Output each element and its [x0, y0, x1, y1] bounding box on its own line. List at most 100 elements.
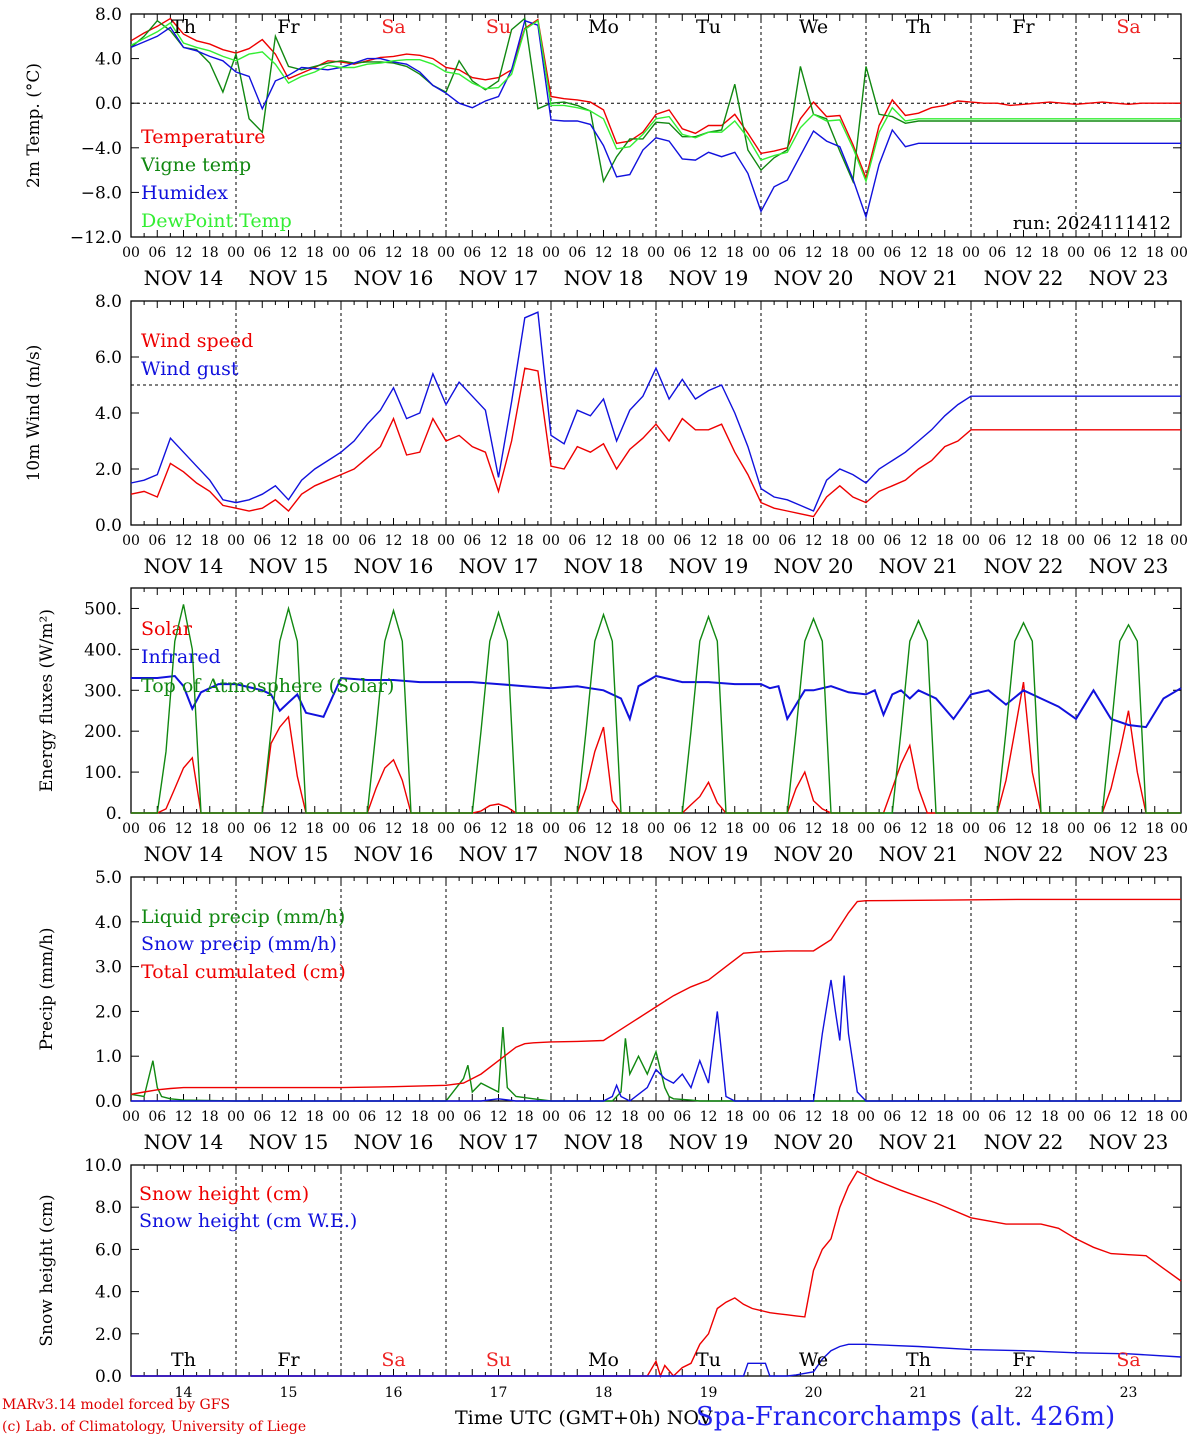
x-hour-label: 06 [778, 245, 796, 261]
y-tick-label: 0.0 [95, 516, 122, 536]
x-hour-label: 06 [883, 821, 901, 837]
y-tick-label: 0.0 [95, 1367, 122, 1387]
y-tick-label: 0. [106, 804, 122, 824]
x-hour-label: 00 [1170, 533, 1188, 549]
legend-entry: Vigne temp [140, 154, 251, 176]
x-hour-label: 18 [726, 821, 744, 837]
x-hour-label: 00 [1067, 1109, 1085, 1125]
x-hour-label: 06 [148, 245, 166, 261]
x-hour-label: 00 [1170, 245, 1188, 261]
y-tick-label: 2.0 [95, 1002, 122, 1022]
x-hour-label: 18 [201, 1109, 219, 1125]
day-name-label: Tu [696, 16, 721, 38]
x-hour-label: 00 [857, 1109, 875, 1125]
x-hour-label: 06 [463, 533, 481, 549]
x-hour-label: 12 [700, 245, 718, 261]
x-hour-label: 00 [1067, 245, 1085, 261]
x-hour-label: 00 [437, 1109, 455, 1125]
x-hour-label: 06 [253, 245, 271, 261]
x-hour-label: 06 [358, 1109, 376, 1125]
x-hour-label: 00 [227, 533, 245, 549]
y-tick-label: 0.0 [95, 94, 122, 114]
y-axis-label: Energy fluxes (W/m²) [37, 609, 57, 792]
x-hour-label: 06 [988, 533, 1006, 549]
x-hour-label: 00 [542, 245, 560, 261]
x-hour-label: 06 [568, 821, 586, 837]
x-hour-label: 00 [857, 245, 875, 261]
x-hour-label: 00 [437, 245, 455, 261]
x-hour-label: 00 [962, 1109, 980, 1125]
x-hour-label: 18 [1146, 533, 1164, 549]
x-hour-label: 18 [306, 1109, 324, 1125]
x-date-label: NOV 23 [1089, 266, 1169, 290]
x-hour-label: 18 [1041, 1109, 1059, 1125]
x-date-label: NOV 22 [984, 842, 1064, 866]
x-hour-label: 18 [516, 245, 534, 261]
x-hour-label: 12 [175, 533, 193, 549]
x-hour-label: 12 [385, 821, 403, 837]
legend-entry: Snow height (cm W.E.) [139, 1210, 357, 1232]
x-date-label: NOV 16 [354, 1130, 434, 1154]
x-hour-label: 00 [647, 821, 665, 837]
x-hour-label: 18 [1041, 245, 1059, 261]
x-hour-label: 00 [1170, 821, 1188, 837]
series-temperature [130, 17, 1181, 181]
x-hour-label: 00 [542, 533, 560, 549]
x-hour-label: 12 [175, 245, 193, 261]
legend-entry: Humidex [141, 182, 228, 204]
x-date-label: NOV 23 [1089, 1130, 1169, 1154]
x-hour-label: 06 [673, 245, 691, 261]
x-date-label: NOV 15 [249, 266, 329, 290]
x-hour-label: 00 [122, 1109, 140, 1125]
x-hour-label: 00 [542, 821, 560, 837]
x-day-number: 20 [805, 1385, 823, 1401]
series-vigne-temp [130, 17, 1181, 184]
x-hour-label: 18 [726, 245, 744, 261]
x-hour-label: 06 [568, 533, 586, 549]
x-hour-label: 00 [1170, 1109, 1188, 1125]
panel-2: 0.0 2.0 4.0 6.0 8.0 10m Wind (m/s) Wind speed W… [24, 292, 1188, 578]
x-hour-label: 00 [1067, 821, 1085, 837]
x-hour-label: 18 [621, 533, 639, 549]
x-date-label: NOV 16 [354, 266, 434, 290]
x-hour-label: 06 [1093, 1109, 1111, 1125]
x-hour-label: 00 [647, 533, 665, 549]
y-tick-label: 300. [84, 681, 122, 701]
day-name-label: Mo [588, 1349, 619, 1371]
x-hour-label: 12 [805, 245, 823, 261]
x-hour-label: 18 [936, 821, 954, 837]
x-hour-label: 06 [883, 1109, 901, 1125]
day-name-label: Fr [277, 16, 300, 38]
x-date-label: NOV 23 [1089, 842, 1169, 866]
x-hour-label: 06 [463, 1109, 481, 1125]
y-tick-label: 4.0 [95, 50, 122, 70]
x-hour-label: 18 [201, 245, 219, 261]
x-hour-label: 00 [857, 821, 875, 837]
x-hour-label: 06 [148, 1109, 166, 1125]
series-total-cumulated-cm [130, 898, 1181, 1095]
x-hour-label: 00 [122, 533, 140, 549]
day-name-label: We [799, 16, 828, 38]
x-day-number: 23 [1120, 1385, 1138, 1401]
x-date-label: NOV 18 [564, 554, 644, 578]
x-hour-label: 06 [673, 1109, 691, 1125]
x-hour-label: 18 [516, 533, 534, 549]
x-hour-label: 06 [778, 533, 796, 549]
x-hour-label: 12 [385, 245, 403, 261]
x-hour-label: 06 [358, 821, 376, 837]
series-wind-speed [130, 367, 1181, 518]
x-hour-label: 12 [910, 533, 928, 549]
x-hour-label: 12 [1015, 245, 1033, 261]
x-date-label: NOV 18 [564, 1130, 644, 1154]
x-hour-label: 00 [752, 533, 770, 549]
x-hour-label: 12 [1015, 533, 1033, 549]
x-hour-label: 18 [306, 821, 324, 837]
x-hour-label: 18 [411, 245, 429, 261]
series-top-of-atmosphere-solar [131, 604, 1181, 814]
legend-entry: Top of Atmosphere (Solar) [141, 675, 394, 697]
x-hour-label: 00 [857, 533, 875, 549]
x-date-label: NOV 20 [774, 1130, 854, 1154]
x-hour-label: 00 [647, 1109, 665, 1125]
series-dewpoint-temp [130, 19, 1181, 184]
day-name-label: Fr [1012, 1349, 1035, 1371]
